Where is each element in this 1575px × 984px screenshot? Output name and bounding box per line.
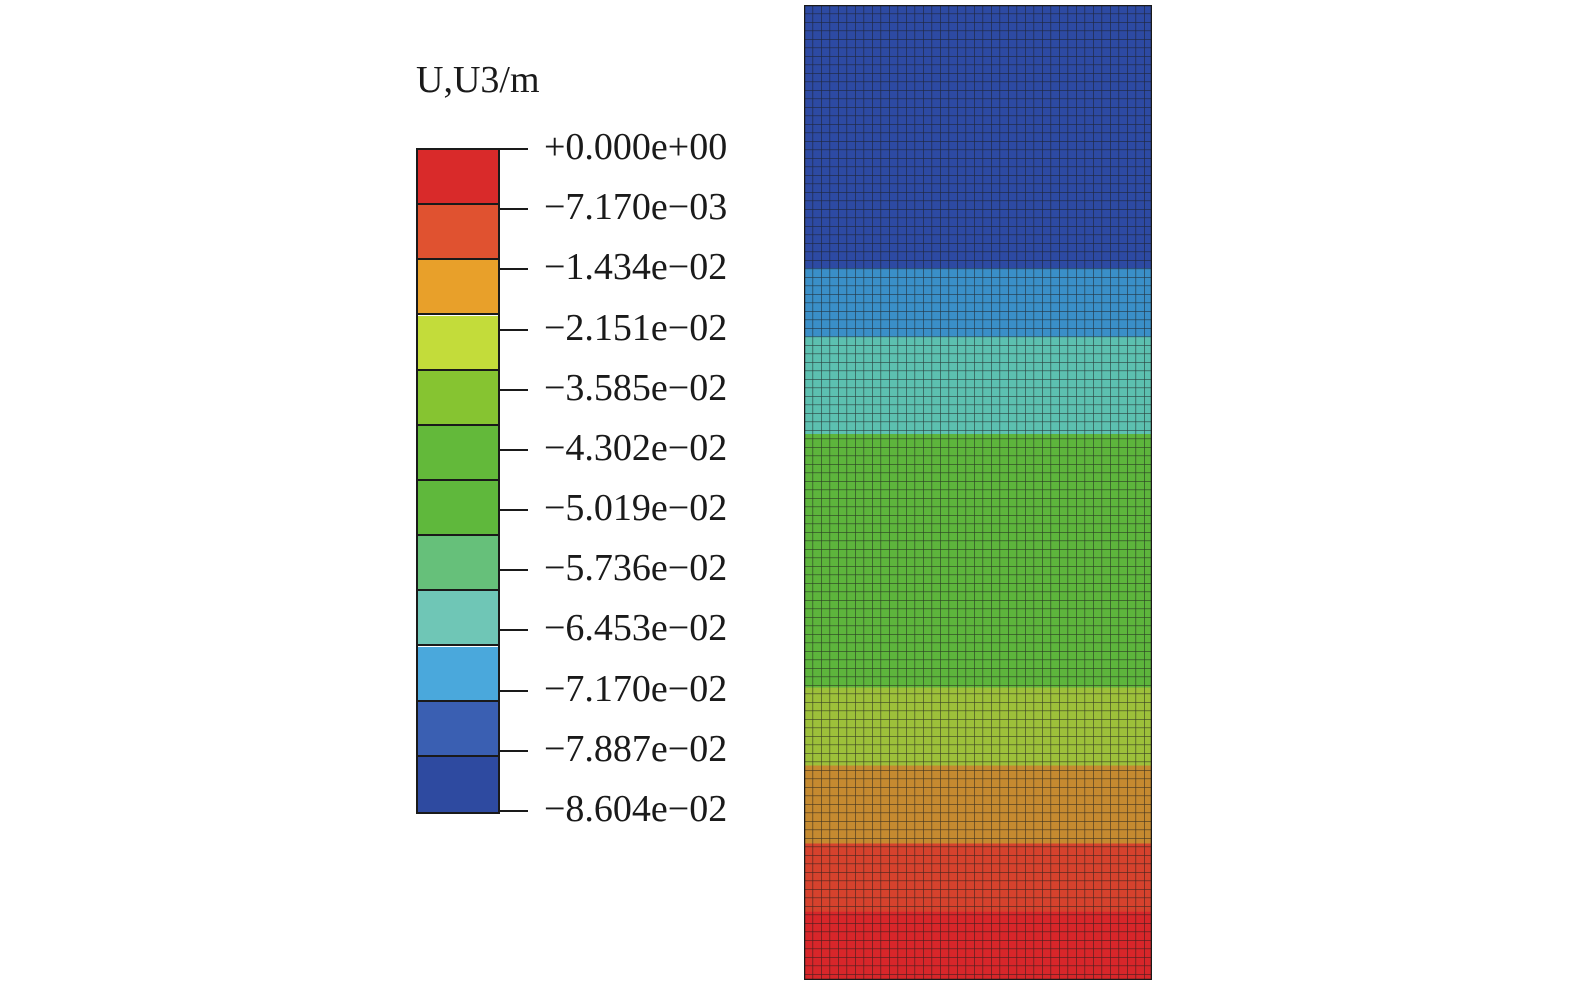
color-band [418, 205, 498, 261]
color-band [418, 481, 498, 537]
legend-tick [498, 749, 528, 752]
legend-tick-label: −8.604e−02 [544, 788, 728, 830]
color-band [418, 260, 498, 316]
mesh-grid [804, 5, 1152, 980]
color-band [418, 370, 498, 426]
color-band [418, 536, 498, 592]
legend-tick-label: −5.736e−02 [544, 547, 728, 590]
legend-tick [498, 569, 528, 572]
color-band [418, 756, 498, 812]
legend-tick-label: +0.000e+00 [544, 126, 728, 168]
legend-tick-label: −7.170e−03 [544, 186, 728, 229]
color-band [418, 425, 498, 481]
color-band [418, 150, 498, 206]
legend-tick-label: −4.302e−02 [544, 426, 728, 469]
color-band [418, 315, 498, 371]
legend-tick-label: −6.453e−02 [544, 607, 728, 650]
legend-tick [498, 629, 528, 632]
legend-tick [498, 208, 528, 211]
legend-tick-label: −7.887e−02 [544, 727, 728, 770]
legend-tick [498, 268, 528, 271]
legend-tick-label: −2.151e−02 [544, 306, 728, 349]
legend-title: U,U3/m [416, 59, 540, 101]
fe-mesh-model [804, 5, 1152, 980]
legend-tick [498, 810, 528, 812]
legend-tick [498, 448, 528, 451]
legend-tick-label: −5.019e−02 [544, 487, 728, 530]
color-band [418, 591, 498, 647]
legend-tick-label: −1.434e−02 [544, 246, 728, 289]
color-band [418, 646, 498, 702]
legend-tick-label: −3.585e−02 [544, 366, 728, 409]
color-band [418, 701, 498, 757]
legend-tick [498, 509, 528, 512]
legend-tick [498, 689, 528, 692]
model-outline [804, 5, 1152, 980]
legend-tick-label: −7.170e−02 [544, 667, 728, 710]
color-bar [416, 148, 500, 814]
legend-tick [498, 148, 528, 150]
legend-tick [498, 328, 528, 331]
legend-tick [498, 388, 528, 391]
